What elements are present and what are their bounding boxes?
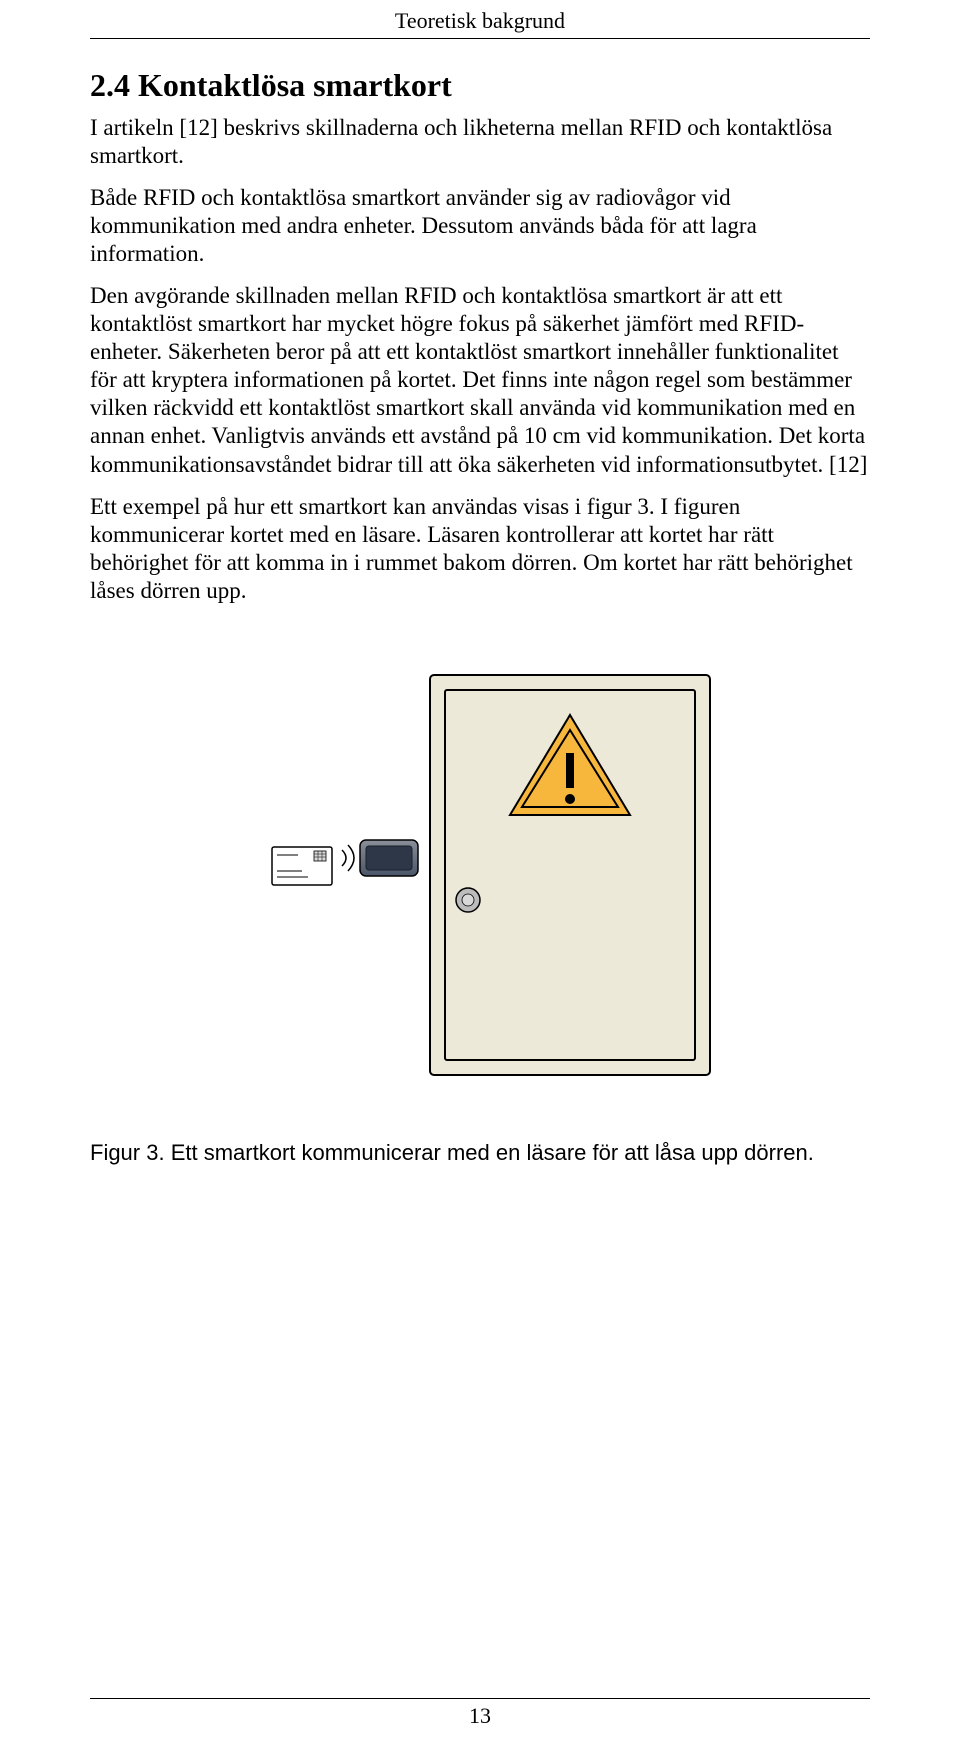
running-head: Teoretisk bakgrund <box>90 0 870 39</box>
paragraph-3: Den avgörande skillnaden mellan RFID och… <box>90 282 870 478</box>
section-title: 2.4 Kontaktlösa smartkort <box>90 67 870 104</box>
document-page: Teoretisk bakgrund 2.4 Kontaktlösa smart… <box>0 0 960 1749</box>
door-knob-inner <box>462 894 474 906</box>
figure-caption: Figur 3. Ett smartkort kommunicerar med … <box>90 1140 870 1166</box>
page-number: 13 <box>469 1703 491 1728</box>
paragraph-4: Ett exempel på hur ett smartkort kan anv… <box>90 493 870 605</box>
paragraph-2: Både RFID och kontaktlösa smartkort anvä… <box>90 184 870 268</box>
card-reader-icon <box>360 840 418 876</box>
paragraph-1: I artikeln [12] beskrivs skillnaderna oc… <box>90 114 870 170</box>
radio-waves-icon <box>342 845 354 871</box>
smartcard-icon <box>272 847 332 885</box>
figure-3: Figur 3. Ett smartkort kommunicerar med … <box>90 665 870 1166</box>
door-reader-diagram <box>230 665 730 1095</box>
page-footer: 13 <box>90 1698 870 1729</box>
